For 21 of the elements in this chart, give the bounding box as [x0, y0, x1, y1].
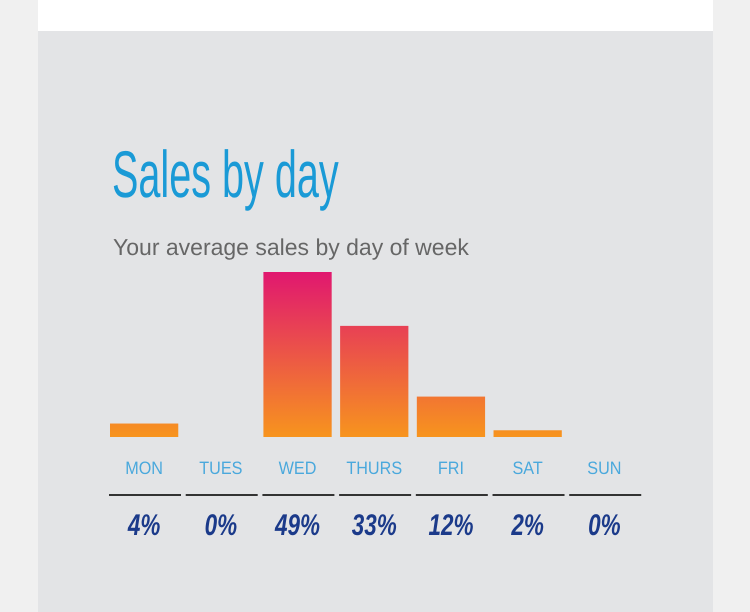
bar — [416, 396, 486, 437]
x-tick-label: WED — [278, 458, 316, 478]
x-tick-label: THURS — [346, 458, 402, 478]
chart-subtitle: Your average sales by day of week — [113, 234, 470, 260]
chart-title: Sales by day — [112, 138, 340, 212]
data-label: 0% — [588, 508, 621, 542]
data-label: 4% — [127, 508, 160, 542]
bar — [110, 424, 178, 437]
x-tick-label: MON — [125, 458, 164, 478]
data-label: 2% — [510, 508, 544, 542]
data-label: 33% — [352, 508, 397, 542]
data-label: 49% — [274, 508, 320, 542]
x-tick-label: SAT — [512, 458, 544, 478]
bar — [494, 430, 562, 437]
bar — [263, 272, 332, 437]
x-tick-label: TUES — [199, 458, 242, 478]
data-label: 12% — [428, 508, 474, 542]
x-tick-label: SUN — [587, 458, 622, 478]
x-tick-label: FRI — [438, 458, 464, 478]
data-label: 0% — [204, 508, 238, 542]
bar — [340, 326, 408, 437]
